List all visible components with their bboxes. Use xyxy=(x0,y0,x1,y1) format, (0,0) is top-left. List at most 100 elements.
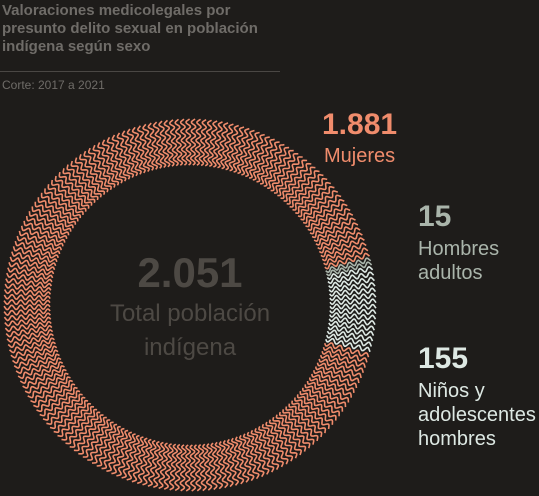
wave-line xyxy=(70,160,102,198)
wave-line xyxy=(260,143,285,185)
wave-line xyxy=(282,409,315,445)
wave-line xyxy=(39,386,78,417)
wave-line xyxy=(36,383,76,412)
wave-line xyxy=(234,436,255,482)
wave-line xyxy=(116,433,136,477)
wave-line xyxy=(232,127,250,173)
wave-line xyxy=(320,237,365,258)
wave-line xyxy=(325,338,371,353)
wave-line xyxy=(3,303,51,311)
wave-line xyxy=(142,439,157,486)
value-label: 1.881 xyxy=(322,108,398,141)
wave-line xyxy=(216,122,229,169)
wave-line xyxy=(289,173,324,208)
donut-segment xyxy=(3,118,370,492)
wave-line xyxy=(329,292,377,301)
wave-line xyxy=(258,426,284,468)
wave-line xyxy=(323,247,369,266)
wave-line xyxy=(316,362,360,384)
wave-line xyxy=(230,437,250,483)
wave-line xyxy=(311,212,354,239)
divider xyxy=(0,71,280,72)
wave-line xyxy=(101,427,125,470)
wave-line xyxy=(23,220,66,243)
wave-line xyxy=(328,276,375,289)
wave-line xyxy=(37,197,77,225)
total-name: Total población indígena xyxy=(109,300,271,361)
wave-line xyxy=(214,441,229,489)
wave-line xyxy=(211,121,223,168)
category-label: Mujeres xyxy=(324,145,396,167)
wave-line xyxy=(5,324,53,338)
wave-line xyxy=(256,141,280,183)
wave-line xyxy=(25,215,68,239)
wave-line xyxy=(62,168,96,203)
wave-line xyxy=(325,333,373,347)
wave-line xyxy=(238,434,260,480)
wave-line xyxy=(329,298,377,306)
wave-line xyxy=(325,257,372,274)
wave-line xyxy=(245,133,265,178)
wave-line xyxy=(79,154,109,193)
wave-line xyxy=(4,316,52,327)
wave-line xyxy=(3,293,51,302)
wave-line xyxy=(13,349,59,369)
wave-line xyxy=(5,278,53,289)
wave-line xyxy=(280,162,312,200)
wave-line xyxy=(327,271,375,285)
wave-line xyxy=(193,444,202,492)
wave-line xyxy=(309,208,351,235)
wave-line xyxy=(163,443,174,490)
wave-line xyxy=(158,120,171,168)
wave-line xyxy=(7,333,54,349)
wave-line xyxy=(184,444,192,492)
wave-line xyxy=(131,437,149,483)
wave-line xyxy=(92,144,120,186)
wave-line xyxy=(69,411,101,448)
wave-line xyxy=(319,354,364,373)
donut-segment xyxy=(325,265,377,353)
wave-line xyxy=(46,393,83,425)
wave-line xyxy=(78,416,107,455)
wave-line xyxy=(31,206,72,232)
wave-line xyxy=(53,399,89,434)
wave-line xyxy=(321,242,367,262)
wave-line xyxy=(277,159,308,197)
wave-line xyxy=(116,132,139,177)
wave-line xyxy=(292,177,328,211)
wave-line xyxy=(327,325,375,336)
wave-line xyxy=(202,443,213,491)
wave-line xyxy=(241,131,260,176)
wave-line xyxy=(326,265,374,281)
wave-line xyxy=(87,421,114,461)
wave-line xyxy=(10,341,56,359)
wave-line xyxy=(18,230,62,251)
wave-line xyxy=(142,123,159,170)
wave-line xyxy=(174,443,183,492)
wave-line xyxy=(263,146,290,187)
wave-line xyxy=(24,368,67,394)
wave-line xyxy=(275,414,307,452)
wave-line xyxy=(268,419,298,459)
wave-line xyxy=(126,128,146,174)
wave-line xyxy=(202,119,213,167)
wave-line xyxy=(33,379,74,408)
wave-line xyxy=(324,252,370,270)
wave-line xyxy=(88,147,116,188)
wave-line xyxy=(329,307,377,315)
wave-line xyxy=(147,122,163,169)
wave-line xyxy=(179,444,187,492)
wave-line xyxy=(74,157,106,195)
wave-line xyxy=(242,433,265,478)
wave-line xyxy=(47,184,84,215)
wave-line xyxy=(54,175,90,209)
wave-line xyxy=(106,136,131,180)
wave-line xyxy=(8,337,55,354)
wave-line xyxy=(131,126,151,172)
wave-line xyxy=(15,353,60,375)
wave-line xyxy=(254,428,280,470)
wave-line xyxy=(20,225,64,247)
wave-line xyxy=(197,443,207,492)
wave-line xyxy=(42,390,81,421)
